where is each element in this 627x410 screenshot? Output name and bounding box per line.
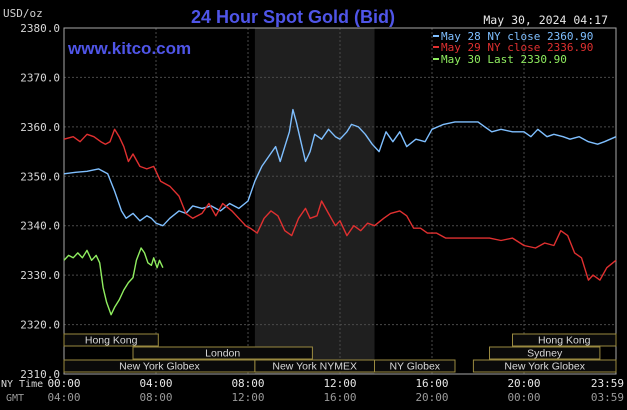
x-row-label-ny: NY Time xyxy=(1,379,43,390)
market-session-label: New York NYMEX xyxy=(272,361,357,373)
market-session-label: NY Globex xyxy=(389,361,440,373)
y-tick-label: 2330.0 xyxy=(20,269,60,282)
market-session-label: Hong Kong xyxy=(538,335,591,347)
series-line-2 xyxy=(63,128,617,281)
market-session-label: New York Globex xyxy=(504,361,585,373)
x-tick-label-gmt: 04:00 xyxy=(47,391,80,404)
x-tick-label-gmt: 03:59 xyxy=(591,391,624,404)
x-tick-label-ny: 08:00 xyxy=(231,377,264,390)
x-tick-label-gmt: 12:00 xyxy=(231,391,264,404)
market-session-label: London xyxy=(205,348,240,360)
y-tick-label: 2370.0 xyxy=(20,71,60,84)
legend-entry-may28: May 28 NY close 2360.90 xyxy=(441,30,593,43)
market-session-label: New York Globex xyxy=(119,361,200,373)
chart-title: 24 Hour Spot Gold (Bid) xyxy=(191,7,395,27)
x-tick-label-gmt: 08:00 xyxy=(139,391,172,404)
series-line-1 xyxy=(63,108,617,227)
series-line-3 xyxy=(63,247,164,316)
x-tick-label-gmt: 20:00 xyxy=(415,391,448,404)
market-session-bar xyxy=(512,333,617,347)
market-session-bar xyxy=(489,346,601,360)
x-tick-label-ny: 20:00 xyxy=(507,377,540,390)
nymex-session-shade xyxy=(254,28,375,374)
price-series xyxy=(63,108,617,316)
x-tick-label-ny: 04:00 xyxy=(139,377,172,390)
market-session-bar xyxy=(472,359,617,373)
x-tick-label-ny: 12:00 xyxy=(323,377,356,390)
market-session-bar xyxy=(374,359,456,373)
market-session-bar xyxy=(63,333,159,347)
shaded-region xyxy=(254,28,375,374)
x-tick-label-ny: 23:59 xyxy=(591,377,624,390)
axes: 2380.0 2370.0 2360.0 2350.0 2340.0 2330.0 2320… xyxy=(1,22,624,404)
x-tick-label-ny: 00:00 xyxy=(47,377,80,390)
timestamp: May 30, 2024 04:17 xyxy=(483,13,608,27)
y-tick-label: 2340.0 xyxy=(20,220,60,233)
legend: May 28 NY close 2360.90 May 29 NY close … xyxy=(433,30,593,66)
y-tick-label: 2380.0 xyxy=(20,22,60,35)
x-tick-label-ny: 16:00 xyxy=(415,377,448,390)
market-session-bar xyxy=(132,346,313,360)
legend-entry-may29: May 29 NY close 2336.90 xyxy=(441,41,593,54)
x-row-label-gmt: GMT xyxy=(6,393,24,404)
y-axis-unit-label: USD/oz xyxy=(3,7,43,20)
legend-entry-may30: May 30 Last 2330.90 xyxy=(441,53,567,66)
y-tick-label: 2360.0 xyxy=(20,121,60,134)
x-tick-label-gmt: 00:00 xyxy=(507,391,540,404)
market-session-label: Sydney xyxy=(527,348,563,360)
x-tick-label-gmt: 16:00 xyxy=(323,391,356,404)
y-tick-label: 2310.0 xyxy=(20,368,60,381)
y-tick-label: 2320.0 xyxy=(20,319,60,332)
market-session-label: Hong Kong xyxy=(85,335,138,347)
plot-frame xyxy=(63,27,617,375)
site-url: www.kitco.com xyxy=(67,39,191,58)
y-tick-label: 2350.0 xyxy=(20,170,60,183)
